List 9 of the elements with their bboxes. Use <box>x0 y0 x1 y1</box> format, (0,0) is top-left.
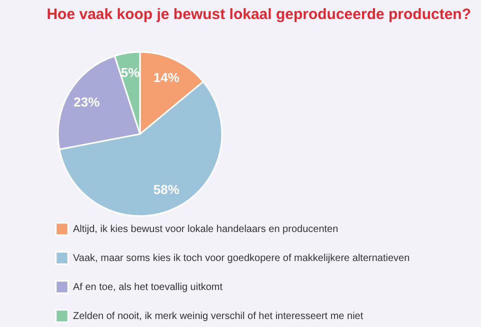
legend-label: Zelden of nooit, ik merk weinig verschil of het interesseert me niet <box>73 311 364 322</box>
legend-label: Af en toe, als het toevallig uitkomt <box>73 282 223 293</box>
legend-label: Altijd, ik kies bewust voor lokale handelaars en producenten <box>73 224 338 235</box>
data-label: 58% <box>153 182 180 198</box>
legend-label: Vaak, maar soms kies ik toch voor goedkopere of makkelijkere alternatieven <box>73 253 410 264</box>
data-label: 14% <box>153 70 180 85</box>
chart-title: Hoe vaak koop je bewust lokaal geproduceerde producten? <box>46 6 471 23</box>
data-label: 23% <box>74 94 100 110</box>
data-label: 5% <box>120 64 140 80</box>
